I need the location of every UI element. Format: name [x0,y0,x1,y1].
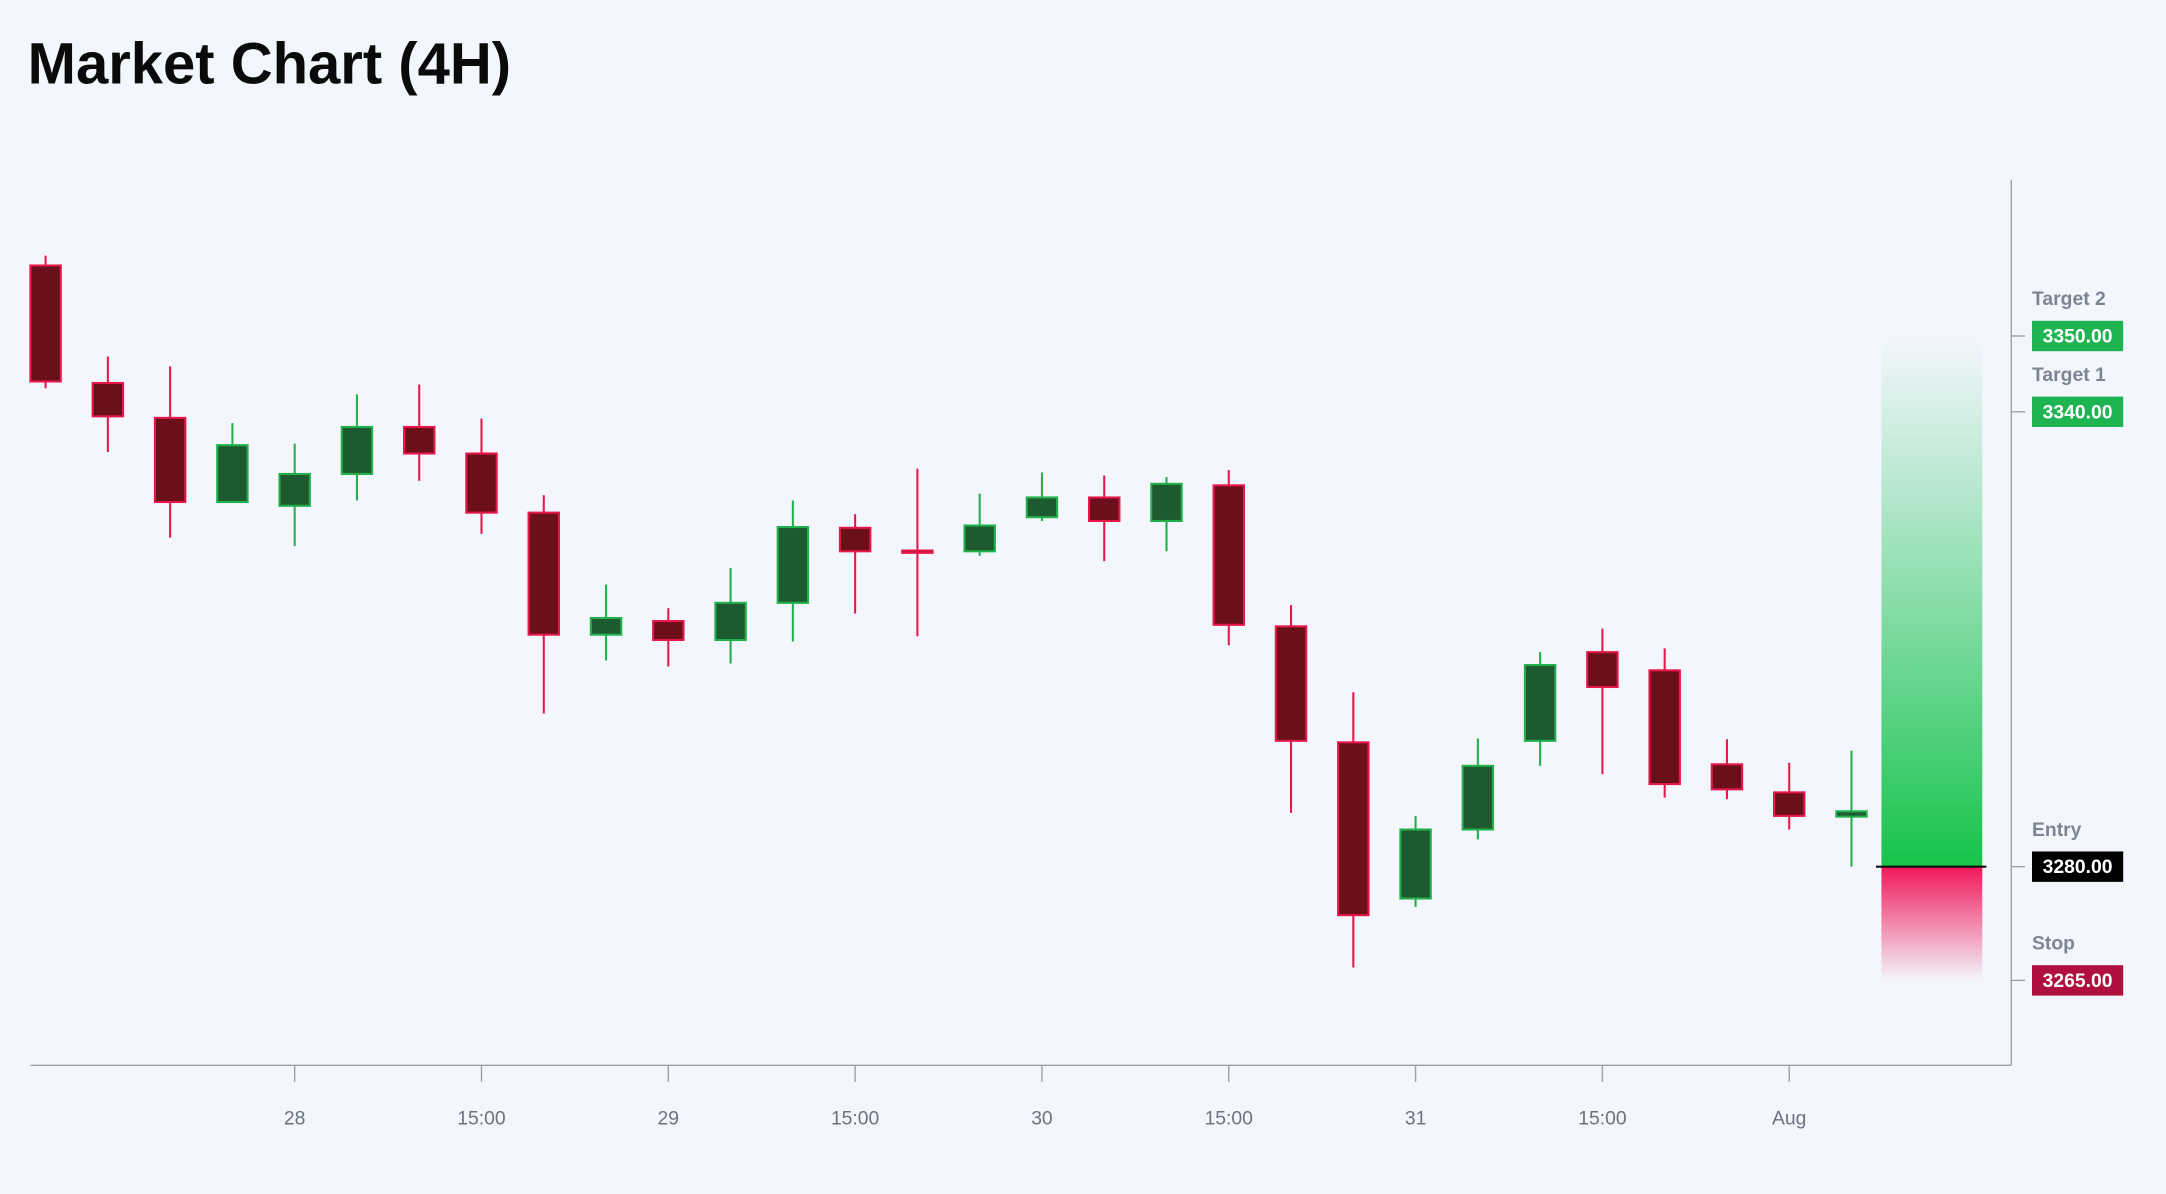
x-tick-label: 15:00 [1578,1108,1626,1129]
x-tick-label: Aug [1772,1108,1806,1129]
level-value-label: 3280.00 [2043,857,2113,878]
candle-body [340,425,374,476]
loss-zone [1881,866,1983,981]
candle-body [714,601,747,642]
candle-body [838,526,872,553]
candle-body [1586,651,1619,689]
candle-body [29,264,62,383]
candle-body [278,472,311,507]
candle-body [589,616,623,636]
candle-body [1772,791,1806,817]
candle-body [1274,625,1308,742]
level-badge [2032,320,2124,352]
level-name: Target 2 [2032,289,2106,310]
x-tick-label: 15:00 [1205,1108,1253,1129]
candle-body [1835,810,1868,818]
level-badge [2032,396,2124,427]
candle-body [1337,741,1370,917]
x-tick-label: 15:00 [831,1108,879,1129]
candle-body [1212,484,1245,626]
level-name: Entry [2032,820,2082,841]
x-tick-label: 28 [284,1108,306,1129]
candle-body [1523,663,1557,742]
level-value-label: 3350.00 [2043,326,2113,347]
x-tick-label: 15:00 [457,1108,505,1129]
level-name: Target 1 [2032,365,2106,386]
level-badge [2032,965,2124,996]
candle-body [153,416,187,504]
candle-body [465,452,498,514]
candle-body [216,444,249,504]
chart-title: Market Chart (4H) [28,31,511,96]
candle-body [1710,763,1744,791]
x-tick-label: 31 [1405,1108,1427,1129]
candle-body [963,524,996,553]
candle-body [1025,496,1059,519]
candle-body [402,425,436,455]
candle-body [91,381,125,418]
level-value-label: 3340.00 [2043,402,2113,423]
candle-body [1648,669,1681,786]
candle-body [527,511,560,636]
level-name: Stop [2032,934,2075,955]
candle-body [776,525,810,604]
candle-body [652,620,685,642]
level-badge [2032,851,2124,882]
x-tick-label: 29 [658,1108,680,1129]
level-value-label: 3265.00 [2043,971,2113,992]
candle-body [1150,482,1183,523]
profit-zone [1881,335,1983,867]
candle-body [901,549,934,554]
candle-body [1461,764,1495,831]
candle-body [1087,496,1121,523]
x-tick-label: 30 [1031,1108,1053,1129]
candle-body [1399,828,1432,900]
